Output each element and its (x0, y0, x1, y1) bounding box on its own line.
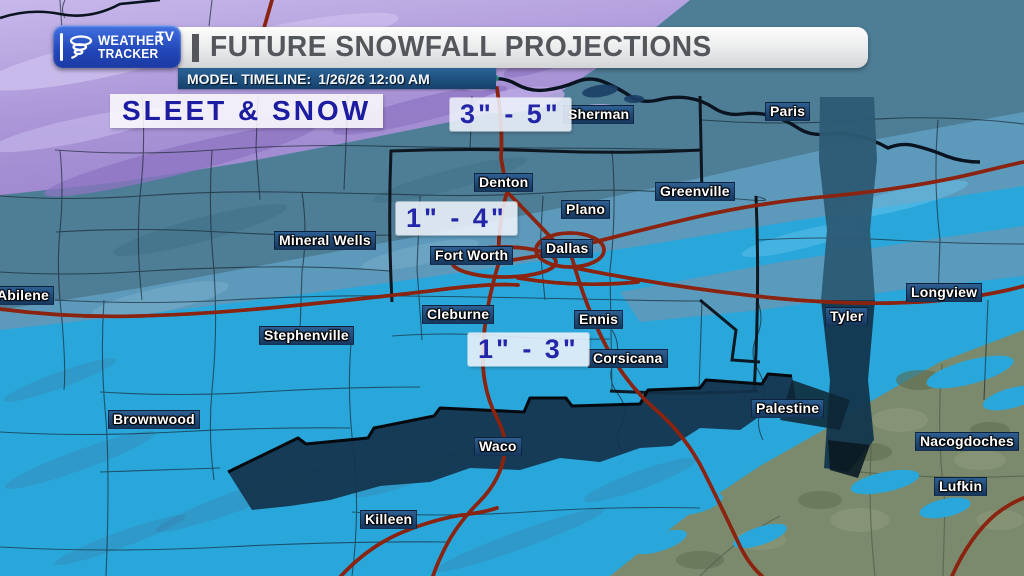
city-label-palestine: Palestine (751, 399, 825, 418)
tornado-icon (69, 34, 93, 59)
header-banner: FUTURE SNOWFALL PROJECTIONS (178, 27, 868, 68)
snow-zone-heavy (0, 0, 1024, 310)
thick-borders (388, 95, 761, 395)
city-label-cleburne: Cleburne (422, 305, 495, 324)
city-label-longview: Longview (906, 283, 983, 302)
page-title: FUTURE SNOWFALL PROJECTIONS (210, 31, 712, 63)
terrain-snow-patches (633, 325, 1024, 555)
snowfall-amount-1-3: 1" - 3" (468, 333, 589, 366)
city-label-corsicana: Corsicana (588, 349, 668, 368)
city-label-killeen: Killeen (360, 510, 418, 529)
city-label-greenville: Greenville (655, 182, 735, 201)
model-timeline-value: 1/26/26 12:00 AM (318, 70, 430, 87)
city-label-lufkin: Lufkin (934, 477, 988, 496)
title-divider-bar (192, 33, 199, 62)
logo-text-tv: TV (156, 28, 174, 44)
city-label-ennis: Ennis (574, 310, 624, 329)
logo-text-tracker: TRACKER (98, 45, 159, 61)
city-label-nacogdoches: Nacogdoches (915, 432, 1019, 451)
snow-stripe-moderate-east (620, 226, 1024, 322)
logo-accent-bar (60, 32, 63, 61)
city-label-fort-worth: Fort Worth (430, 246, 514, 265)
city-label-abilene: Abilene (0, 286, 54, 305)
dark-band-top-border (227, 372, 793, 474)
snowfall-amount-3-5: 3" - 5" (450, 98, 571, 131)
dark-band-vertical-upper (819, 97, 877, 300)
logo-text-weather: WEATHER (98, 31, 165, 48)
sleet-snow-label: SLEET & SNOW (110, 94, 384, 128)
city-label-plano: Plano (561, 200, 611, 219)
city-label-tyler: Tyler (825, 307, 869, 326)
model-timeline-bar: MODEL TIMELINE: 1/26/26 12:00 AM (178, 68, 496, 89)
snowfall-amount-1-4: 1" - 4" (396, 202, 517, 235)
model-timeline-label: MODEL TIMELINE: (187, 70, 312, 87)
city-label-sherman: Sherman (563, 105, 635, 124)
dark-band-vertical-tip (828, 440, 870, 478)
city-label-waco: Waco (474, 437, 522, 456)
city-label-stephenville: Stephenville (259, 326, 354, 345)
city-label-denton: Denton (474, 173, 534, 192)
city-label-brownwood: Brownwood (108, 410, 200, 429)
station-logo: WEATHER TRACKER TV (53, 25, 181, 68)
city-label-dallas: Dallas (541, 239, 594, 258)
city-label-paris: Paris (765, 102, 811, 121)
city-label-mineral-wells: Mineral Wells (274, 231, 376, 250)
